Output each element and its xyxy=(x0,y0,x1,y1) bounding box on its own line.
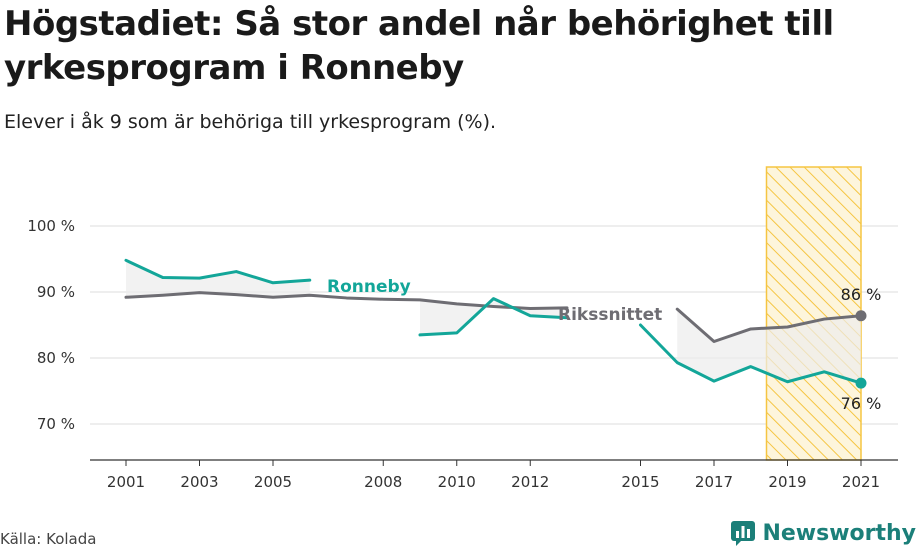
x-tick-label: 2003 xyxy=(180,473,218,491)
highlight-layer xyxy=(765,166,862,461)
y-tick-label: 90 % xyxy=(37,283,75,301)
axis-layer: 2001 2003 2005 2008 2010 2012 2015 2017 2019 2021 xyxy=(90,459,898,491)
end-value-label-rikssnittet: 86 % xyxy=(841,285,882,304)
y-tick-label: 80 % xyxy=(37,349,75,367)
x-tick-label: 2017 xyxy=(695,473,733,491)
end-value-label-ronneby: 76 % xyxy=(841,394,882,413)
newsworthy-logo-icon xyxy=(731,521,756,546)
x-tick-label: 2001 xyxy=(107,473,145,491)
source-note: Källa: Kolada xyxy=(0,530,97,548)
x-tick-label: 2015 xyxy=(621,473,659,491)
x-tick-label: 2019 xyxy=(768,473,806,491)
gap-area xyxy=(677,309,861,384)
gap-area xyxy=(420,298,567,335)
brand-logo: Newsworthy xyxy=(730,520,916,546)
series-line-ronneby-end-dot xyxy=(855,377,867,389)
label-layer: Ronneby Rikssnittet 86 % 76 % xyxy=(327,277,881,413)
x-tick-label: 2005 xyxy=(254,473,292,491)
series-line-rikssnittet xyxy=(124,291,863,343)
chart-title: Högstadiet: Så stor andel når behörighet… xyxy=(4,4,834,88)
series-line-ronneby xyxy=(124,258,863,385)
line-layer xyxy=(124,258,867,389)
x-tick-label: 2012 xyxy=(511,473,549,491)
y-tick-label: 70 % xyxy=(37,415,75,433)
area-layer xyxy=(126,260,861,384)
series-label-rikssnittet: Rikssnittet xyxy=(558,305,662,325)
series-line-rikssnittet-end-dot xyxy=(855,310,867,322)
highlight-band xyxy=(765,166,862,461)
y-tick-label: 100 % xyxy=(27,217,75,235)
gap-area xyxy=(126,260,310,298)
x-tick-label: 2021 xyxy=(842,473,880,491)
brand-name: Newsworthy xyxy=(762,520,916,546)
x-tick-label: 2010 xyxy=(438,473,476,491)
chart-subtitle: Elever i åk 9 som är behöriga till yrkes… xyxy=(4,111,497,133)
series-label-ronneby: Ronneby xyxy=(327,277,411,297)
x-tick-label: 2008 xyxy=(364,473,402,491)
